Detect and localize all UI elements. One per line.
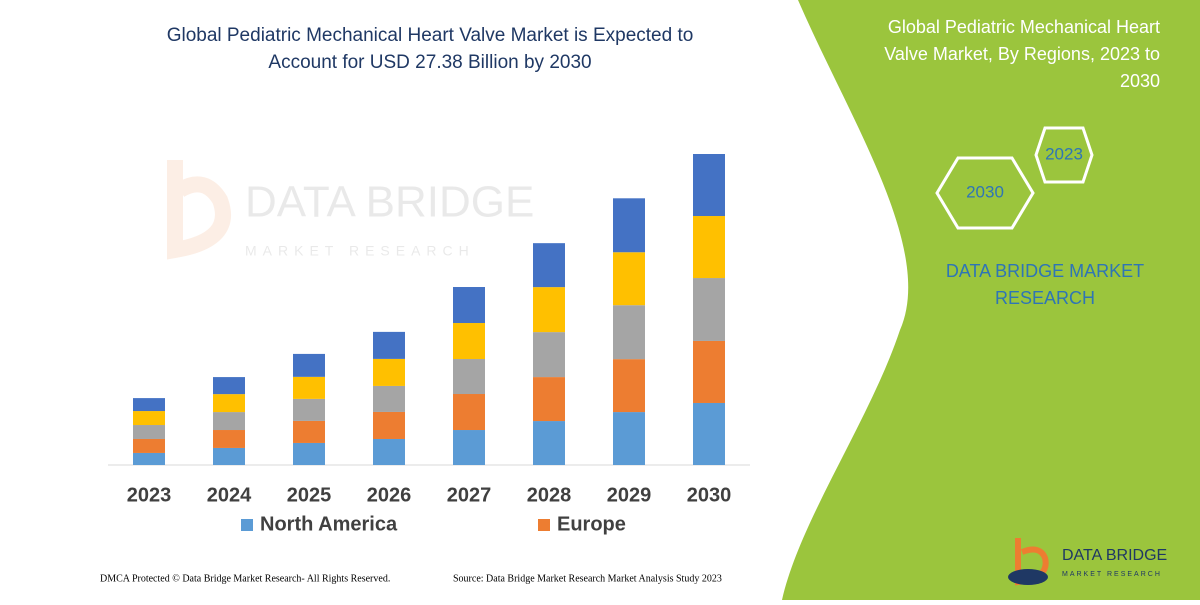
logo-tagline: MARKET RESEARCH <box>1062 571 1162 578</box>
bar-segment <box>613 305 645 360</box>
bar-segment <box>373 411 405 439</box>
bar-segment <box>293 420 325 443</box>
bar-segment <box>533 287 565 333</box>
legend-swatch <box>241 519 253 531</box>
bar-segment <box>693 402 725 465</box>
x-tick-label: 2024 <box>207 484 252 506</box>
bar-segment <box>693 154 725 217</box>
bar-segment <box>453 359 485 395</box>
logo-icon <box>1008 569 1048 585</box>
bar-segment <box>693 340 725 403</box>
bar-segment <box>693 278 725 341</box>
x-tick-label: 2030 <box>687 484 732 506</box>
logo: DATA BRIDGE MARKET RESEARCH <box>1008 538 1167 586</box>
bar-segment <box>133 452 165 465</box>
x-tick-label: 2028 <box>527 484 572 506</box>
bar-segment <box>373 438 405 465</box>
bar-segment <box>453 287 485 324</box>
bar-segment <box>373 331 405 359</box>
panel-title: 2030 <box>1120 71 1160 91</box>
watermark-icon <box>167 160 231 260</box>
bar-segment <box>453 430 485 465</box>
watermark-tagline: MARKET RESEARCH <box>245 243 475 259</box>
bar-segment <box>293 376 325 399</box>
bar-segment <box>373 358 405 386</box>
bar-segment <box>613 252 645 306</box>
bar-segment <box>133 438 165 453</box>
bar-segment <box>453 323 485 360</box>
bar-segment <box>613 198 645 253</box>
bar-segment <box>613 412 645 465</box>
chart-title: Account for USD 27.38 Billion by 2030 <box>268 52 591 73</box>
bar-segment <box>453 394 485 431</box>
bar-segment <box>293 353 325 377</box>
panel-title: Valve Market, By Regions, 2023 to <box>884 44 1160 64</box>
chart-title: Global Pediatric Mechanical Heart Valve … <box>167 25 694 46</box>
side-panel <box>782 0 1200 600</box>
x-tick-label: 2026 <box>367 484 412 506</box>
bar-segment <box>533 243 565 288</box>
footer-source: Source: Data Bridge Market Research Mark… <box>453 573 722 584</box>
bar-segment <box>693 216 725 279</box>
x-tick-label: 2029 <box>607 484 652 506</box>
bar-segment <box>293 442 325 465</box>
bar-segment <box>533 421 565 465</box>
logo-name: DATA BRIDGE <box>1062 547 1167 564</box>
x-tick-label: 2025 <box>287 484 332 506</box>
bar-segment <box>613 359 645 413</box>
hexagon <box>935 156 1035 230</box>
hexagon-label: 2023 <box>1045 144 1083 163</box>
bar-segment <box>213 447 245 465</box>
bar-segment <box>213 430 245 448</box>
bar-segment <box>213 394 245 413</box>
x-tick-label: 2027 <box>447 484 492 506</box>
legend-label: Europe <box>557 513 626 535</box>
bar-segment <box>373 385 405 412</box>
brand-text: RESEARCH <box>995 288 1095 308</box>
footer-copyright: DMCA Protected © Data Bridge Market Rese… <box>100 573 390 584</box>
bar-segment <box>133 425 165 439</box>
hexagon <box>1034 126 1094 184</box>
x-tick-label: 2023 <box>127 484 172 506</box>
brand-text: DATA BRIDGE MARKET <box>946 261 1144 281</box>
hexagon-label: 2030 <box>966 182 1004 201</box>
legend-swatch <box>538 519 550 531</box>
bar-segment <box>133 398 165 412</box>
bar-segment <box>533 377 565 422</box>
watermark: DATA BRIDGE MARKET RESEARCH <box>167 160 534 260</box>
bar-segment <box>213 412 245 431</box>
bar-segment <box>533 332 565 378</box>
watermark-name: DATA BRIDGE <box>245 178 534 227</box>
bar-segment <box>213 377 245 395</box>
bar-segment <box>293 398 325 421</box>
legend-label: North America <box>260 513 398 535</box>
bar-segment <box>133 411 165 426</box>
panel-title: Global Pediatric Mechanical Heart <box>888 17 1160 37</box>
